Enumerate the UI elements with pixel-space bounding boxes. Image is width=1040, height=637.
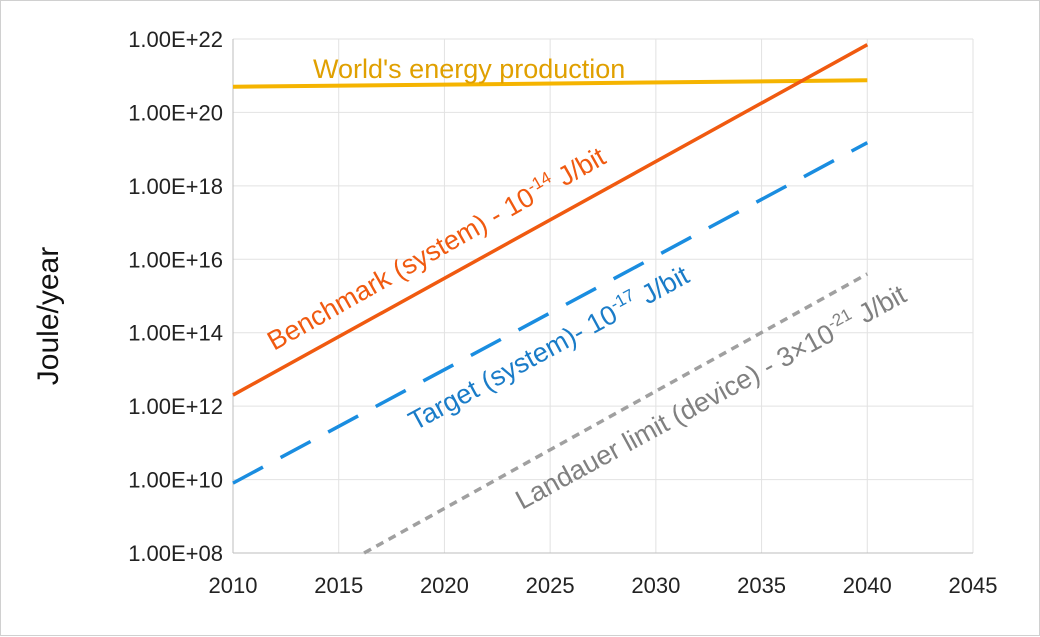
x-tick-label: 2025 bbox=[526, 573, 575, 598]
series-label-text: Target (system)- 10 bbox=[404, 299, 623, 436]
x-tick-label: 2015 bbox=[314, 573, 363, 598]
series-label-world: World's energy production bbox=[313, 54, 625, 84]
x-tick-label: 2035 bbox=[737, 573, 786, 598]
y-tick-label: 1.00E+22 bbox=[128, 27, 223, 52]
y-tick-label: 1.00E+16 bbox=[128, 247, 223, 272]
x-tick-label: 2030 bbox=[631, 573, 680, 598]
y-tick-label: 1.00E+08 bbox=[128, 541, 223, 566]
x-tick-label: 2040 bbox=[843, 573, 892, 598]
series-label-benchmark: Benchmark (system) - 10-14 J/bit bbox=[261, 139, 611, 356]
y-tick-label: 1.00E+14 bbox=[128, 321, 223, 346]
y-tick-label: 1.00E+10 bbox=[128, 468, 223, 493]
y-axis-title: Joule/year bbox=[32, 247, 65, 385]
x-tick-label: 2020 bbox=[420, 573, 469, 598]
series-label-text: Benchmark (system) - 10 bbox=[262, 182, 539, 357]
series-line-world bbox=[232, 78, 868, 89]
series-label-text: J/bit bbox=[546, 141, 611, 195]
series-label-text: World's energy production bbox=[313, 54, 625, 84]
series-line-benchmark bbox=[232, 43, 869, 397]
y-tick-label: 1.00E+20 bbox=[128, 100, 223, 125]
series-line-target bbox=[232, 141, 869, 485]
series-label-text: J/bit bbox=[630, 260, 695, 314]
x-tick-label: 2010 bbox=[209, 573, 258, 598]
y-tick-label: 1.00E+12 bbox=[128, 394, 223, 419]
series-label-text: J/bit bbox=[847, 279, 912, 333]
series-label-target: Target (system)- 10-17 J/bit bbox=[403, 258, 695, 436]
x-tick-label: 2045 bbox=[949, 573, 998, 598]
y-tick-label: 1.00E+18 bbox=[128, 174, 223, 199]
series-line-landauer bbox=[363, 272, 869, 555]
